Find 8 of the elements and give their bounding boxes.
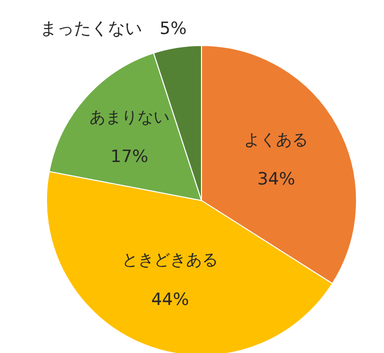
data-label: 5% <box>160 19 187 40</box>
data-label: 34% <box>257 170 296 190</box>
slice-label: あまりない <box>89 107 170 126</box>
data-label: 44% <box>151 290 190 310</box>
slice-label: よくある <box>244 130 308 149</box>
slice-label: ときどきある <box>122 250 218 270</box>
data-label: 17% <box>110 147 148 168</box>
slice-label: まったくない <box>40 19 142 40</box>
